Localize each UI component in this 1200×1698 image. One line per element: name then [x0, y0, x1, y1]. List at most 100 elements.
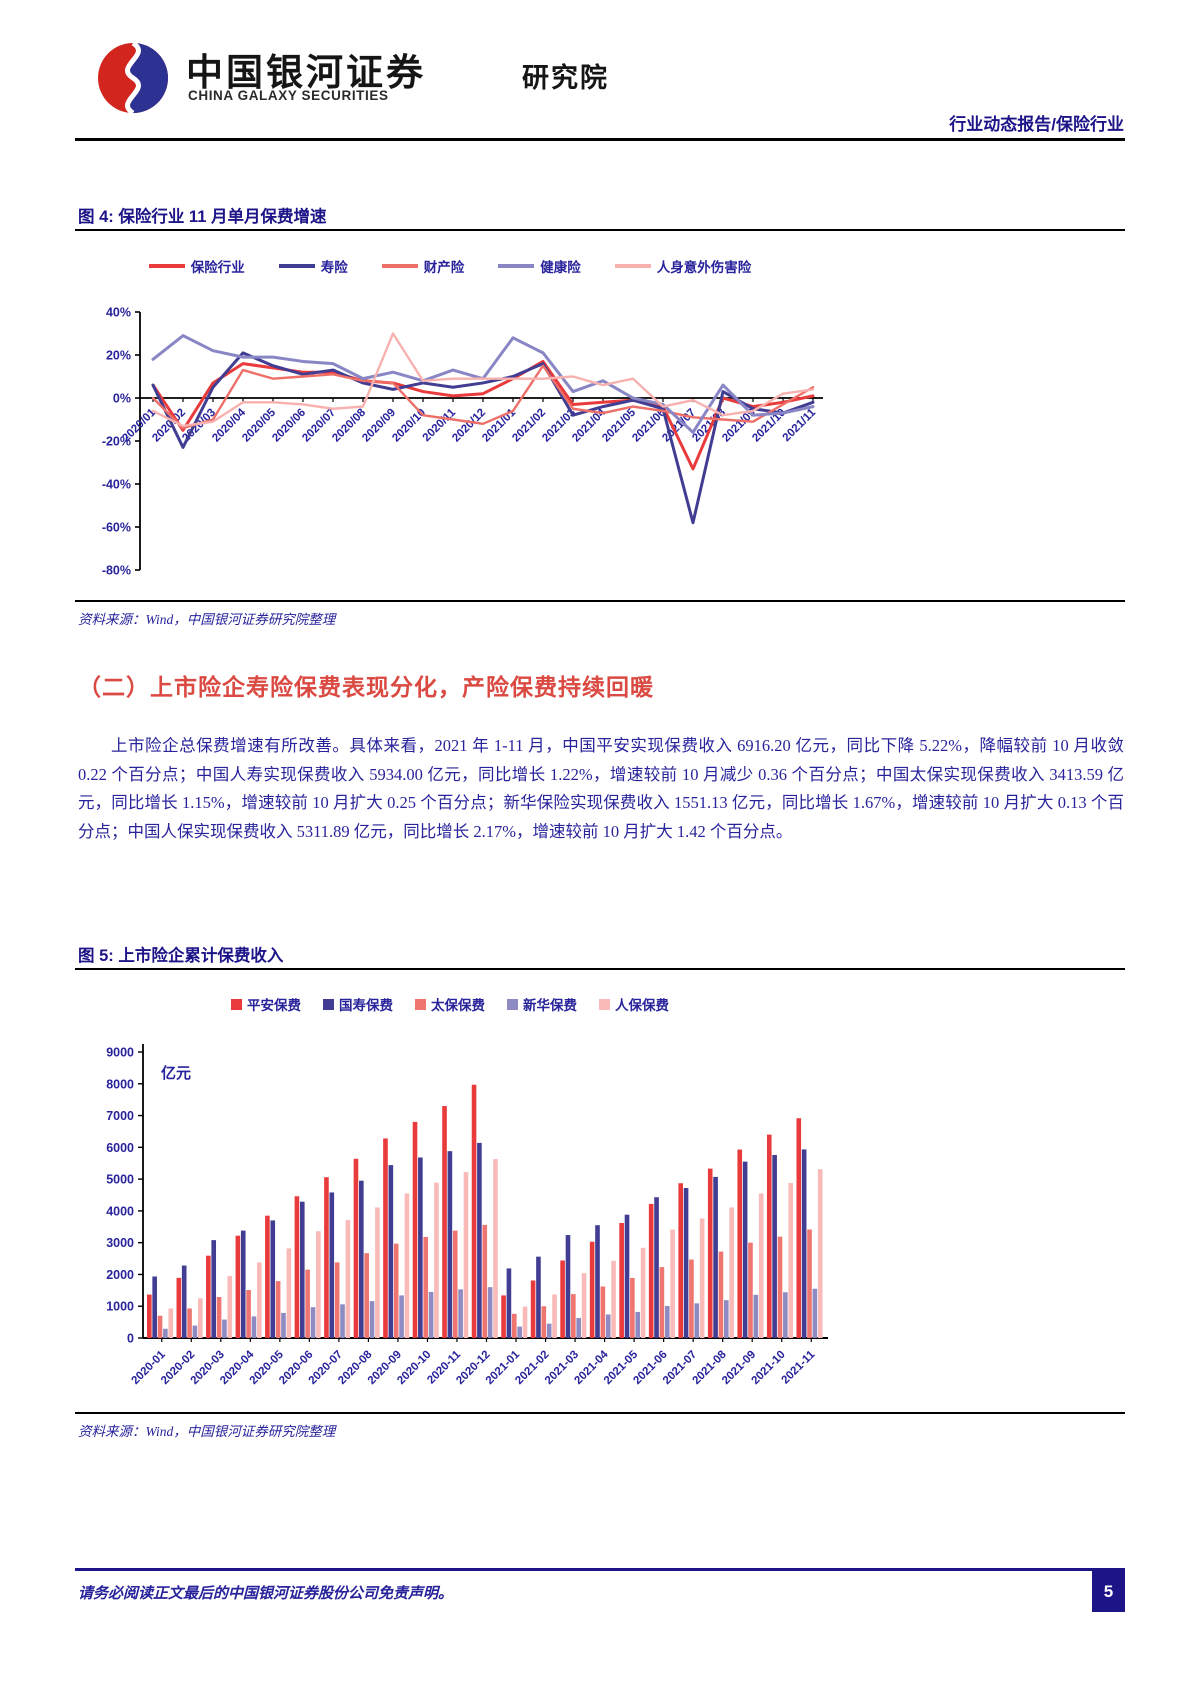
legend-square-swatch-icon	[415, 998, 426, 1010]
axis-label: 2021-11	[779, 1348, 817, 1386]
legend-square-swatch-icon	[323, 998, 334, 1010]
axis-label: 40%	[106, 306, 131, 320]
axis-label: 8000	[106, 1077, 134, 1091]
fig4-source: 资料来源：Wind，中国银河证券研究院整理	[78, 612, 336, 627]
bar-太保保费	[659, 1267, 665, 1338]
bar-国寿保费	[536, 1256, 541, 1338]
bar-新华保费	[783, 1292, 788, 1338]
bar-新华保费	[812, 1288, 818, 1338]
bar-人保保费	[345, 1220, 351, 1338]
bar-新华保费	[635, 1311, 641, 1338]
bar-人保保费	[493, 1159, 498, 1338]
legend-item: 太保保费	[415, 994, 485, 1014]
bar-国寿保费	[299, 1201, 305, 1338]
unit-label: 亿元	[161, 1064, 191, 1082]
footer-rule	[75, 1568, 1125, 1571]
legend-item: 新华保费	[507, 994, 577, 1014]
bar-新华保费	[428, 1291, 434, 1338]
bar-国寿保费	[329, 1192, 335, 1338]
bar-平安保费	[530, 1280, 536, 1338]
bar-国寿保费	[506, 1268, 512, 1338]
bar-人保保费	[552, 1294, 557, 1338]
bar-太保保费	[541, 1306, 547, 1338]
axis-label: 5000	[106, 1173, 134, 1187]
legend-label: 健康险	[540, 260, 581, 275]
legend-label: 国寿保费	[339, 998, 393, 1013]
axis-label: -60%	[102, 521, 131, 535]
axis-label: 1000	[106, 1300, 134, 1314]
bar-新华保费	[340, 1304, 345, 1338]
bar-新华保费	[694, 1303, 700, 1338]
bar-太保保费	[777, 1236, 783, 1338]
bar-太保保费	[364, 1253, 369, 1338]
bar-国寿保费	[152, 1276, 157, 1338]
bar-平安保费	[737, 1149, 743, 1338]
bar-平安保费	[589, 1241, 595, 1338]
axis-label: 20%	[106, 349, 131, 363]
bar-国寿保费	[181, 1265, 187, 1338]
bar-太保保费	[157, 1315, 163, 1338]
legend-item: 国寿保费	[323, 994, 393, 1014]
axis-label: 9000	[106, 1046, 134, 1060]
bar-人保保费	[788, 1182, 794, 1338]
fig5-legend: 平安保费 国寿保费 太保保费 新华保费 人保保费	[80, 994, 820, 1014]
bar-太保保费	[334, 1262, 340, 1338]
bar-平安保费	[147, 1294, 152, 1338]
bar-太保保费	[187, 1308, 192, 1338]
brand-name-en: CHINA GALAXY SECURITIES	[188, 88, 389, 103]
bar-人保保费	[286, 1248, 292, 1338]
bar-太保保费	[452, 1230, 458, 1338]
section-heading: （二）上市险企寿险保费表现分化，产险保费持续回暖	[78, 674, 654, 700]
bar-太保保费	[689, 1259, 694, 1338]
bar-国寿保费	[624, 1214, 630, 1338]
bar-国寿保费	[388, 1165, 394, 1338]
bar-新华保费	[605, 1314, 611, 1338]
bar-国寿保费	[713, 1176, 718, 1338]
legend-square-swatch-icon	[599, 998, 610, 1010]
bar-人保保费	[640, 1247, 646, 1338]
bar-国寿保费	[801, 1149, 807, 1338]
bar-平安保费	[324, 1177, 329, 1338]
bar-新华保费	[546, 1323, 552, 1338]
bar-人保保费	[758, 1193, 764, 1338]
galaxy-logo-icon	[98, 40, 168, 116]
bar-人保保费	[197, 1298, 203, 1338]
bar-人保保费	[257, 1262, 262, 1338]
bar-国寿保费	[418, 1157, 423, 1338]
fig5-source: 资料来源：Wind，中国银河证券研究院整理	[78, 1424, 336, 1439]
legend-label: 寿险	[320, 260, 348, 275]
axis-label: 2020/10	[390, 407, 428, 445]
bar-平安保费	[501, 1295, 506, 1338]
bar-平安保费	[471, 1084, 477, 1338]
bar-国寿保费	[477, 1142, 482, 1338]
bar-国寿保费	[359, 1180, 364, 1338]
footer-disclaimer: 请务必阅读正文最后的中国银河证券股份公司免责声明。	[78, 1586, 454, 1602]
fig5-bottom-rule	[75, 1412, 1125, 1414]
axis-label: 6000	[106, 1141, 134, 1155]
legend-label: 平安保费	[247, 998, 301, 1013]
bar-太保保费	[305, 1269, 310, 1338]
fig4-line-chart: -80%-60%-40%-20%0%20%40%2020/012020/0220…	[102, 306, 823, 575]
bar-人保保费	[522, 1306, 528, 1338]
bar-太保保费	[216, 1297, 222, 1338]
bar-国寿保费	[742, 1161, 748, 1338]
fig5-bar-chart: 0 1000 2000 3000 4000 5000 6000 7000 8000 9000 202…	[106, 1044, 828, 1387]
bar-新华保费	[192, 1325, 198, 1338]
axis-label: 0	[127, 1332, 134, 1346]
legend-item: 人保保费	[599, 994, 669, 1014]
legend-label: 保险行业	[190, 260, 245, 275]
line-series-寿险	[151, 351, 815, 525]
body-paragraph: 上市险企总保费增速有所改善。具体来看，2021 年 1-11 月，中国平安实现保…	[78, 736, 1124, 841]
bar-太保保费	[571, 1294, 576, 1338]
legend-item: 保险行业	[148, 256, 245, 276]
bar-新华保费	[369, 1301, 375, 1338]
legend-line-swatch-icon	[278, 264, 315, 268]
legend-line-swatch-icon	[498, 264, 535, 268]
bar-国寿保费	[683, 1188, 689, 1338]
bar-太保保费	[423, 1236, 429, 1338]
bar-太保保费	[511, 1313, 517, 1338]
axis-label: -40%	[102, 478, 131, 492]
bar-新华保费	[487, 1287, 493, 1338]
fig5-caption-rule	[75, 968, 1125, 970]
bar-太保保费	[482, 1224, 488, 1338]
